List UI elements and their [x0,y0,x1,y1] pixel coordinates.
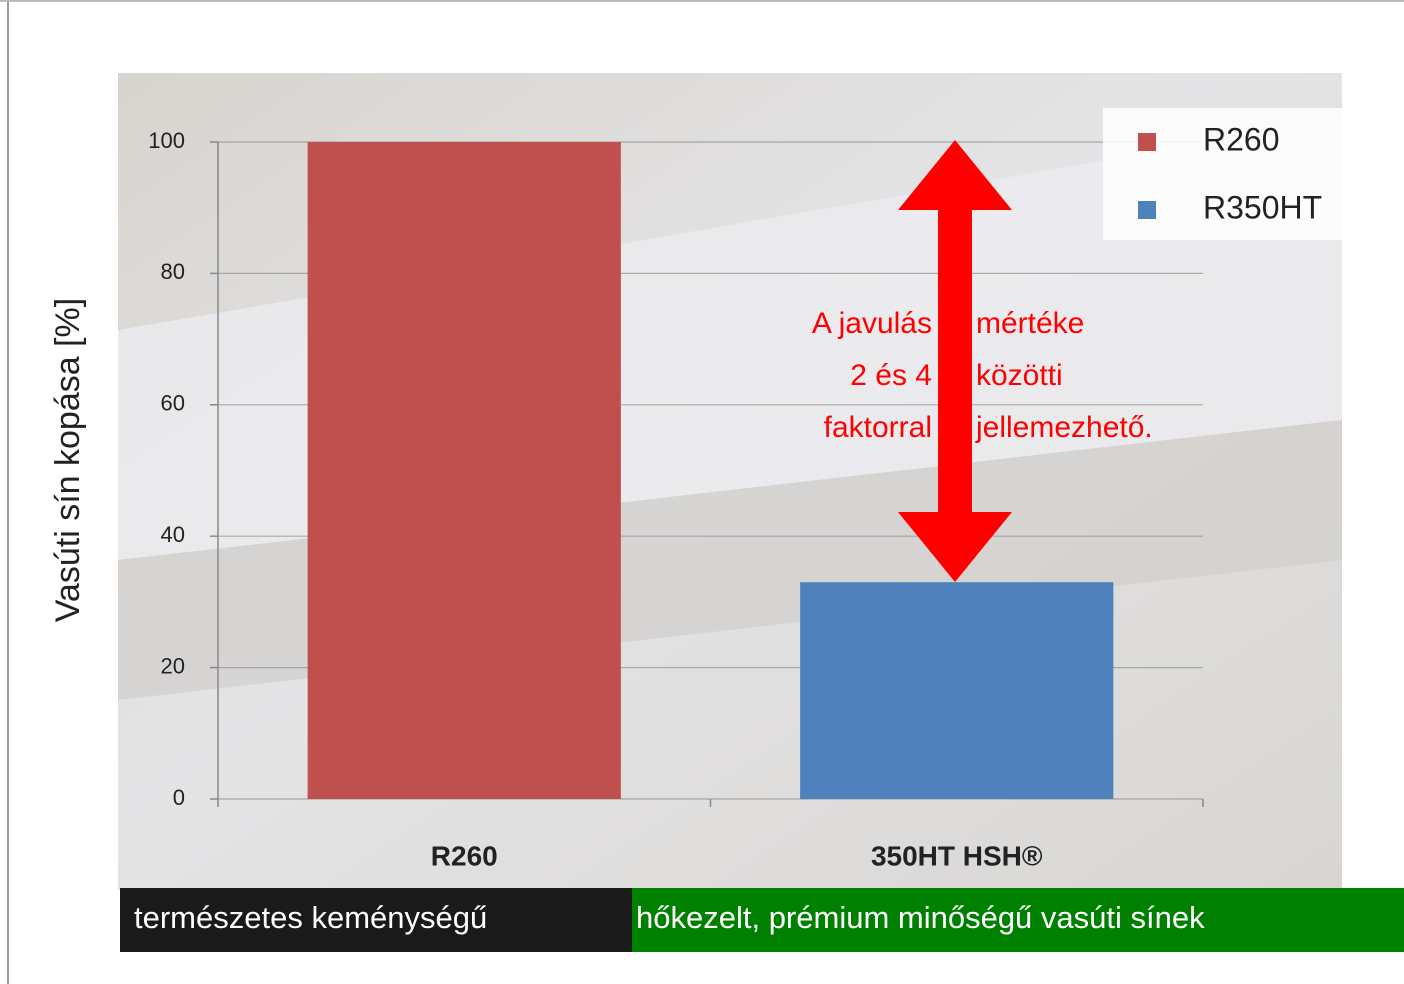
x-tick-label: R260 [431,840,498,871]
caption-box-black [120,888,632,952]
legend-swatch [1138,133,1156,151]
annotation: faktorral [824,411,932,444]
annotation: 2 és 4 [850,359,932,392]
y-axis-label: Vasúti sín kopása [%] [49,298,87,622]
y-tick-label: 80 [161,259,185,284]
y-tick-label: 20 [161,653,185,678]
legend-label: R260 [1203,121,1280,157]
legend-swatch [1138,201,1156,219]
double-arrow [898,140,1012,582]
bar [307,142,621,799]
bar [800,582,1114,799]
y-tick-label: 60 [161,391,185,416]
annotation: A javulás [812,307,932,340]
annotation: közötti [976,359,1063,392]
y-tick-label: 100 [148,128,185,153]
caption-box-green [632,888,1404,952]
caption: természetes keménységű [134,900,487,935]
caption: hőkezelt, prémium minőségű vasúti sínek [636,900,1205,935]
y-tick-label: 40 [161,522,185,547]
annotation: jellemezhető. [975,411,1153,444]
legend-label: R350HT [1203,189,1322,225]
annotation: mértéke [976,307,1084,340]
x-tick-label: 350HT HSH® [871,840,1043,871]
y-tick-label: 0 [173,785,185,810]
